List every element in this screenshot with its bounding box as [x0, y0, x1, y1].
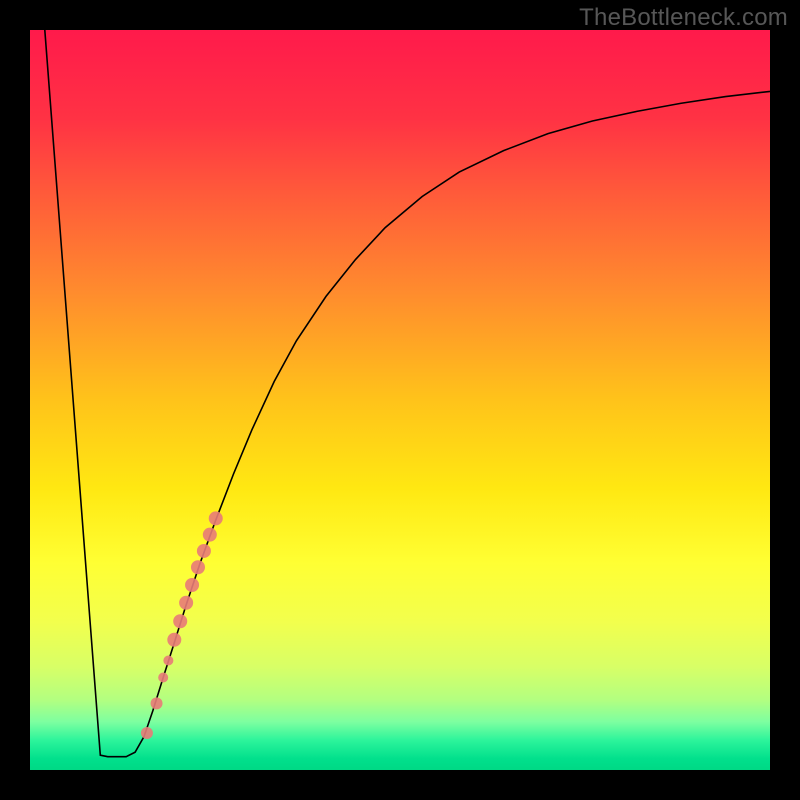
data-marker [203, 528, 217, 542]
data-marker [191, 560, 205, 574]
data-marker [167, 633, 181, 647]
data-marker [197, 544, 211, 558]
data-marker [158, 673, 168, 683]
data-marker [151, 697, 163, 709]
bottleneck-chart [30, 30, 770, 770]
data-marker [185, 578, 199, 592]
data-marker [163, 655, 173, 665]
data-marker [209, 511, 223, 525]
chart-background [30, 30, 770, 770]
data-marker [179, 596, 193, 610]
chart-frame: TheBottleneck.com [0, 0, 800, 800]
data-marker [173, 614, 187, 628]
data-marker [141, 727, 153, 739]
watermark-text: TheBottleneck.com [579, 4, 788, 32]
